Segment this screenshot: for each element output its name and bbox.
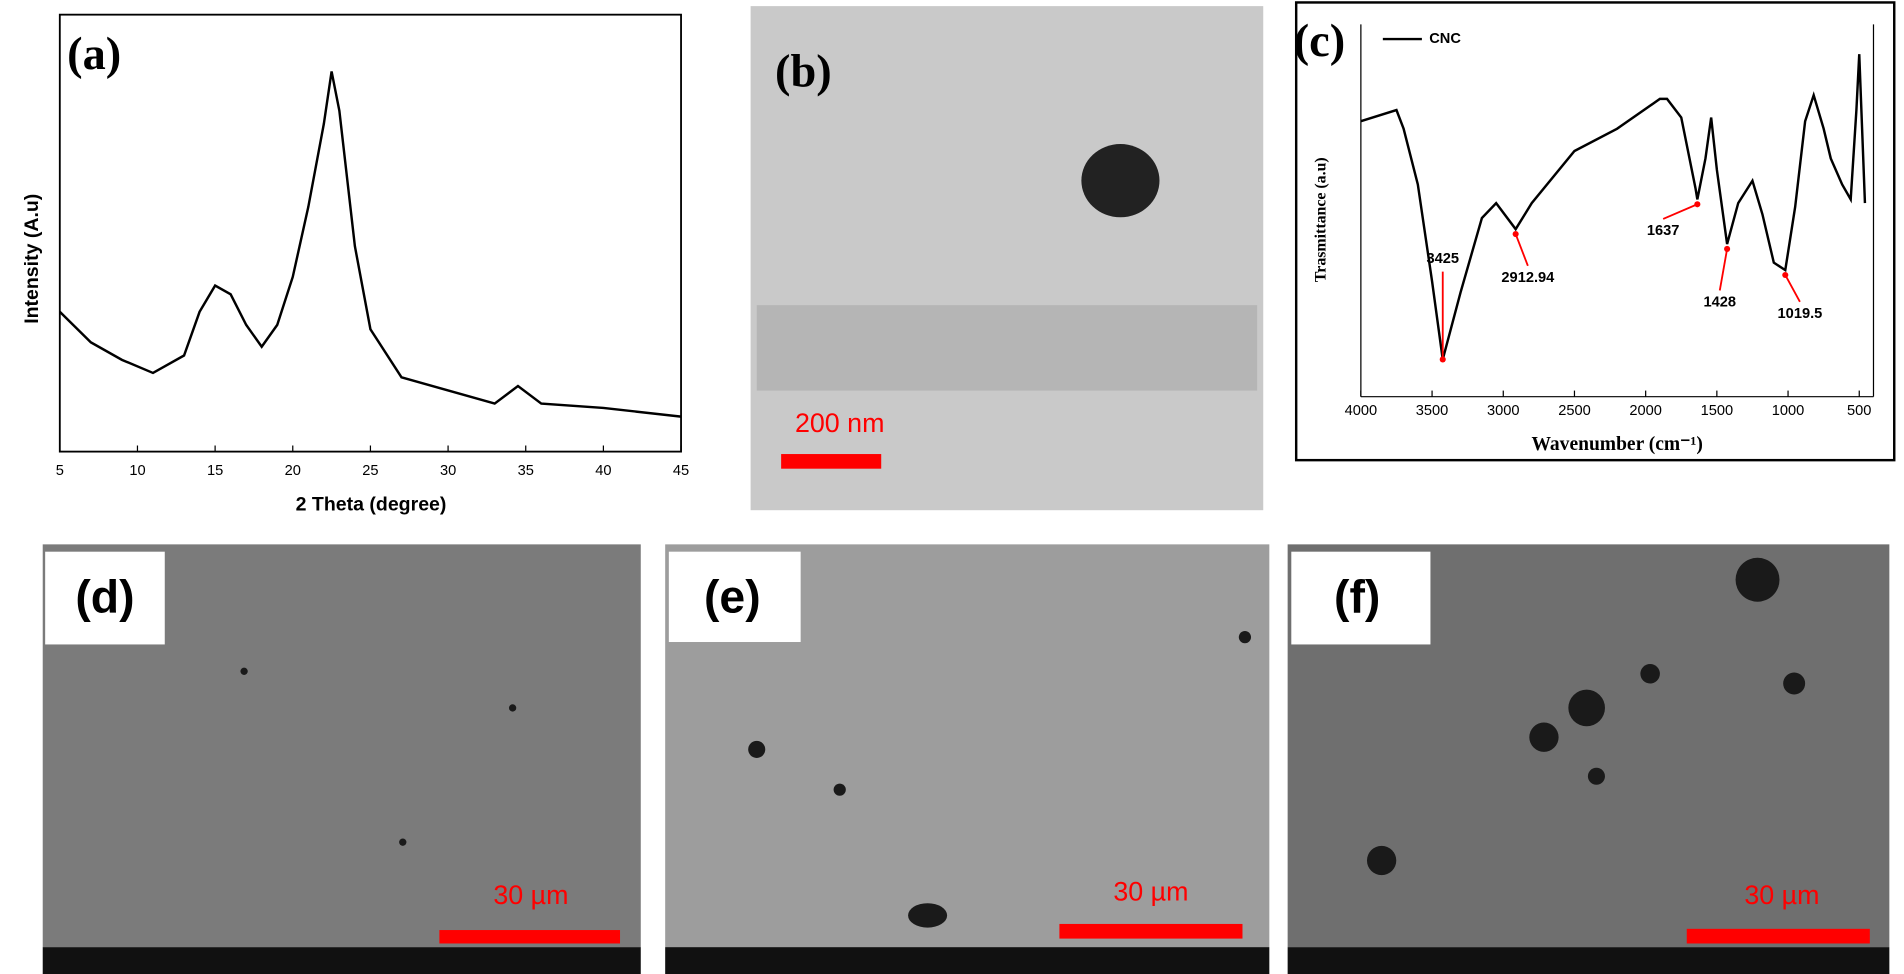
x-tick-label: 5 bbox=[56, 463, 64, 479]
scale-label: 200 nm bbox=[795, 408, 885, 438]
panel-label: (e) bbox=[704, 571, 761, 623]
x-tick-label: 35 bbox=[518, 463, 534, 479]
peak-arrow bbox=[1662, 203, 1698, 220]
arrow-head bbox=[1724, 245, 1731, 252]
x-tick-label: 15 bbox=[207, 463, 223, 479]
y-axis-label: Intensity (A.u) bbox=[21, 194, 43, 324]
arrow-head bbox=[1512, 230, 1519, 238]
x-tick-label: 45 bbox=[673, 463, 689, 479]
x-tick-label: 3000 bbox=[1487, 403, 1520, 419]
peak-label: 1019.5 bbox=[1778, 306, 1823, 322]
aggregate bbox=[1081, 144, 1160, 218]
x-axis-label: Wavenumber (cm⁻¹) bbox=[1531, 434, 1702, 455]
x-tick-label: 3500 bbox=[1416, 403, 1449, 419]
peak-label: 2912.94 bbox=[1501, 270, 1555, 286]
x-tick-label: 500 bbox=[1847, 403, 1871, 419]
panel-frame bbox=[1294, 1, 1896, 462]
peak-label: 1428 bbox=[1704, 295, 1737, 311]
scale-label: 30 µm bbox=[493, 880, 568, 910]
x-tick-label: 25 bbox=[362, 463, 378, 479]
peak-arrow bbox=[1718, 248, 1729, 291]
panel-label: (f) bbox=[1334, 571, 1380, 623]
panel-label: (b) bbox=[775, 46, 832, 97]
peak-arrow bbox=[1514, 233, 1529, 267]
scale-bar bbox=[439, 930, 621, 944]
x-tick-label: 2000 bbox=[1629, 403, 1662, 419]
x-tick-label: 1000 bbox=[1772, 403, 1805, 419]
peak-label: 3425 bbox=[1426, 251, 1459, 267]
x-tick-label: 40 bbox=[595, 463, 611, 479]
fiber-band bbox=[756, 305, 1258, 391]
data-line bbox=[1360, 54, 1867, 360]
scale-label: 30 µm bbox=[1113, 877, 1188, 907]
legend-label: CNC bbox=[1429, 31, 1461, 47]
data-line bbox=[58, 71, 682, 418]
scale-bar bbox=[1059, 923, 1243, 939]
panel-label: (d) bbox=[75, 571, 134, 623]
plot-frame bbox=[58, 13, 682, 453]
arrow-head bbox=[1694, 201, 1701, 208]
x-tick-label: 10 bbox=[129, 463, 145, 479]
x-tick-label: 30 bbox=[440, 463, 456, 479]
x-tick-label: 4000 bbox=[1345, 403, 1378, 419]
x-tick-label: 20 bbox=[285, 463, 301, 479]
peak-label: 1637 bbox=[1647, 223, 1680, 239]
arrow-head bbox=[1782, 271, 1789, 279]
peak-arrow bbox=[1784, 274, 1801, 303]
pores bbox=[240, 557, 1806, 928]
y-axis-label: Trasmittance (a.u) bbox=[1312, 157, 1329, 282]
x-axis-label: 2 Theta (degree) bbox=[296, 493, 447, 515]
tem-image bbox=[750, 6, 1264, 511]
panel-label: (a) bbox=[67, 29, 121, 80]
arrow-head bbox=[1439, 356, 1446, 363]
scale-bar bbox=[1686, 928, 1870, 944]
x-tick-label: 1500 bbox=[1701, 403, 1734, 419]
scale-label: 30 µm bbox=[1744, 880, 1819, 910]
x-tick-label: 2500 bbox=[1558, 403, 1591, 419]
scale-bar bbox=[781, 454, 882, 469]
panel-label: (c) bbox=[1294, 16, 1345, 67]
